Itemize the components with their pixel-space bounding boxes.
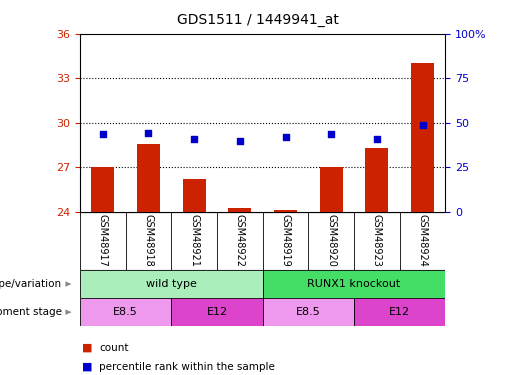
Bar <box>91 166 114 212</box>
Text: GSM48919: GSM48919 <box>281 214 290 266</box>
Text: genotype/variation: genotype/variation <box>0 279 62 289</box>
Text: GSM48923: GSM48923 <box>372 214 382 267</box>
Bar <box>80 298 171 326</box>
Polygon shape <box>65 281 72 287</box>
Text: count: count <box>99 343 129 353</box>
Point <box>327 130 335 136</box>
Bar <box>411 63 434 212</box>
Text: GSM48922: GSM48922 <box>235 214 245 267</box>
Text: GSM48921: GSM48921 <box>189 214 199 267</box>
Text: GSM48924: GSM48924 <box>418 214 427 267</box>
Text: development stage: development stage <box>0 307 62 317</box>
Text: E8.5: E8.5 <box>296 307 321 317</box>
Text: RUNX1 knockout: RUNX1 knockout <box>307 279 401 289</box>
Bar <box>263 298 354 326</box>
Text: E8.5: E8.5 <box>113 307 138 317</box>
Bar <box>274 210 297 212</box>
Bar <box>354 298 445 326</box>
Text: percentile rank within the sample: percentile rank within the sample <box>99 362 276 372</box>
Text: ■: ■ <box>82 343 93 353</box>
Point <box>373 136 381 142</box>
Point <box>281 134 289 140</box>
Text: GDS1511 / 1449941_at: GDS1511 / 1449941_at <box>177 13 338 27</box>
Point <box>236 138 244 144</box>
Text: ■: ■ <box>82 362 93 372</box>
Point <box>144 130 152 136</box>
Text: GSM48917: GSM48917 <box>98 214 108 267</box>
Text: GSM48918: GSM48918 <box>143 214 153 266</box>
Bar <box>366 148 388 212</box>
Bar <box>171 298 263 326</box>
Text: E12: E12 <box>389 307 410 317</box>
Bar <box>228 208 251 212</box>
Point <box>98 130 107 136</box>
Text: GSM48920: GSM48920 <box>326 214 336 267</box>
Bar <box>183 179 205 212</box>
Bar <box>263 270 445 298</box>
Point <box>419 122 427 128</box>
Text: wild type: wild type <box>146 279 197 289</box>
Polygon shape <box>65 309 72 315</box>
Point <box>190 136 198 142</box>
Text: E12: E12 <box>207 307 228 317</box>
Bar <box>80 270 263 298</box>
Bar <box>137 144 160 212</box>
Bar <box>320 166 342 212</box>
